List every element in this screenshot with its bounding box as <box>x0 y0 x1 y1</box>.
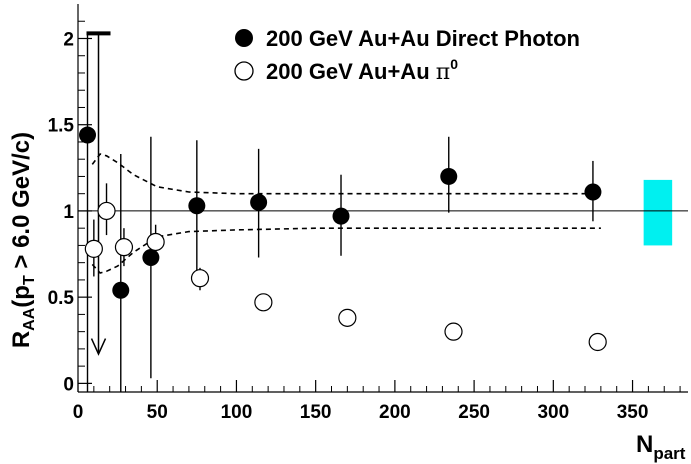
axes <box>77 4 688 393</box>
point-pi0 <box>146 232 165 252</box>
point-direct-photon <box>584 183 602 201</box>
legend-marker-filled-circle <box>235 29 253 47</box>
x-tick-label: 100 <box>221 402 253 423</box>
point-pi0 <box>97 201 116 221</box>
x-tick-label: 200 <box>379 402 411 423</box>
point-pi0 <box>84 239 103 258</box>
data-points <box>79 126 607 352</box>
x-axis-title: Npart <box>636 431 686 463</box>
legend-label-pi0: 200 GeV Au+Au π0 <box>266 56 458 85</box>
systematic-uncertainty-box <box>643 179 673 246</box>
point-pi0 <box>190 269 210 288</box>
point-direct-photon <box>188 197 206 215</box>
legend: 200 GeV Au+Au Direct Photon 200 GeV Au+A… <box>234 26 580 85</box>
point-direct-photon <box>112 281 130 299</box>
x-tick-label: 350 <box>617 402 649 423</box>
systematic-box-group <box>643 179 673 246</box>
x-tick-label: 300 <box>537 402 569 423</box>
point-pi0 <box>588 332 607 352</box>
x-tick-label: 50 <box>147 402 168 423</box>
point-pi0 <box>254 293 273 312</box>
y-tick-label: 0.5 <box>48 288 75 309</box>
theory-band-upper <box>91 153 601 195</box>
legend-label-direct-photon: 200 GeV Au+Au Direct Photon <box>266 26 580 51</box>
upper-limit-arrowhead <box>90 338 107 356</box>
legend-marker-open-circle <box>234 61 254 81</box>
y-tick-label: 1.5 <box>48 116 75 137</box>
theory-band-lower <box>91 227 601 274</box>
point-direct-photon <box>79 126 97 144</box>
point-pi0 <box>444 322 463 341</box>
point-direct-photon <box>332 207 350 225</box>
y-tick-label: 0 <box>63 374 74 395</box>
y-tick-label: 2 <box>63 29 74 50</box>
x-tick-label: 150 <box>300 402 332 423</box>
y-axis-title: RAA(pT > 6.0 GeV/c) <box>8 132 38 348</box>
y-tick-label: 1 <box>63 202 74 223</box>
point-pi0 <box>338 308 357 327</box>
tick-labels: 0 0.5 1 1.5 2 0 50 100 150 200 250 300 350 <box>48 29 649 423</box>
y-axis-title-text: RAA(pT > 6.0 GeV/c) <box>8 132 38 348</box>
theory-band <box>91 153 601 274</box>
x-tick-label: 250 <box>458 402 490 423</box>
point-pi0 <box>114 238 134 257</box>
point-direct-photon <box>142 248 160 266</box>
x-tick-label: 0 <box>73 402 84 423</box>
point-direct-photon <box>250 193 268 211</box>
point-direct-photon <box>440 167 458 185</box>
legend-entry-pi0: 200 GeV Au+Au π0 <box>234 56 458 85</box>
legend-entry-direct-photon: 200 GeV Au+Au Direct Photon <box>235 26 580 51</box>
